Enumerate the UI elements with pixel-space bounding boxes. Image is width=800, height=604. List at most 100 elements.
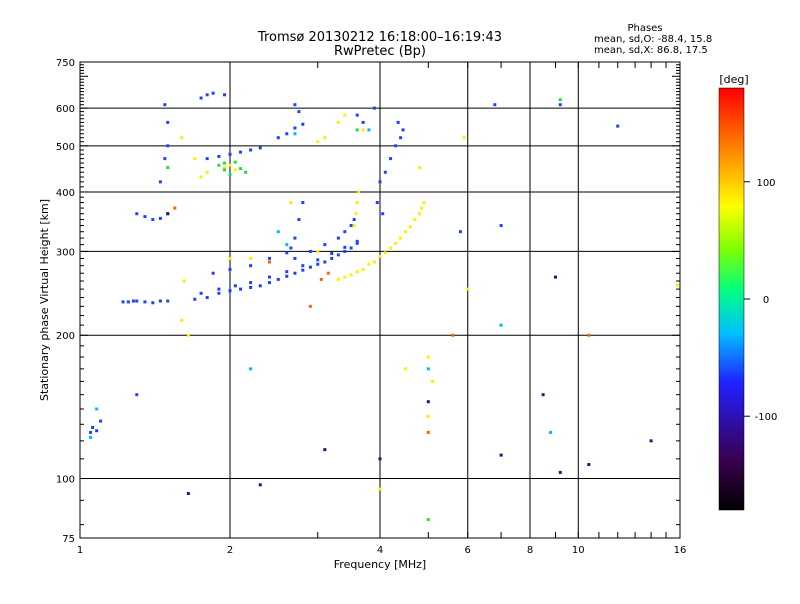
- data-point: [675, 283, 679, 287]
- data-point: [239, 287, 243, 291]
- data-point: [408, 225, 412, 229]
- data-point: [373, 106, 377, 110]
- data-point: [151, 301, 155, 305]
- data-point: [131, 299, 135, 303]
- data-point: [158, 299, 162, 303]
- data-point: [143, 300, 147, 304]
- data-point: [308, 265, 312, 269]
- data-point: [186, 333, 190, 337]
- data-point: [217, 154, 221, 158]
- data-point: [276, 136, 280, 140]
- x-tick-label: 4: [377, 545, 383, 556]
- colorbar-label: [deg]: [719, 73, 748, 86]
- data-point: [249, 281, 253, 285]
- data-point: [205, 157, 209, 161]
- data-point: [378, 254, 382, 258]
- data-point: [239, 150, 243, 154]
- data-point: [258, 284, 262, 288]
- data-point: [616, 124, 620, 128]
- data-point: [373, 260, 377, 264]
- data-point: [381, 212, 385, 216]
- data-point: [558, 98, 562, 102]
- data-point: [91, 425, 95, 429]
- data-point: [352, 218, 356, 222]
- data-point: [285, 274, 289, 278]
- data-point: [403, 230, 407, 234]
- data-point: [126, 300, 130, 304]
- data-point: [308, 304, 312, 308]
- phase-stats-line2: mean, sd,X: 86.8, 17.5: [594, 45, 708, 56]
- data-point: [121, 300, 125, 304]
- data-point: [228, 289, 232, 293]
- data-point: [394, 144, 398, 148]
- data-point: [186, 492, 190, 496]
- data-point: [223, 161, 227, 165]
- data-point: [173, 206, 177, 210]
- x-tick-label: 2: [227, 545, 233, 556]
- data-point: [399, 136, 403, 140]
- data-point: [426, 400, 430, 404]
- data-point: [343, 275, 347, 279]
- data-point: [558, 470, 562, 474]
- data-point: [293, 236, 297, 240]
- data-point: [301, 201, 305, 205]
- data-point: [349, 246, 353, 250]
- data-point: [587, 463, 591, 467]
- data-point: [367, 128, 371, 132]
- data-point: [89, 435, 93, 439]
- data-point: [431, 379, 435, 383]
- data-point: [323, 243, 327, 247]
- data-point: [301, 268, 305, 272]
- data-point: [316, 258, 320, 262]
- data-point: [158, 180, 162, 184]
- x-tick-label: 16: [674, 545, 687, 556]
- data-point: [349, 273, 353, 277]
- data-point: [383, 170, 387, 174]
- data-point: [422, 201, 426, 205]
- data-point: [403, 367, 407, 371]
- data-point: [361, 267, 365, 271]
- data-point: [223, 166, 227, 170]
- data-point: [343, 230, 347, 234]
- data-point: [316, 140, 320, 144]
- data-point: [166, 166, 170, 170]
- data-point: [389, 246, 393, 250]
- data-point: [285, 243, 289, 247]
- data-point: [301, 122, 305, 126]
- data-point: [401, 128, 405, 132]
- data-point: [249, 264, 253, 268]
- colorbar-tick-label: 100: [756, 178, 775, 189]
- data-point: [267, 256, 271, 260]
- y-tick-label: 500: [56, 142, 75, 153]
- data-point: [343, 249, 347, 253]
- data-points: [89, 91, 679, 522]
- data-point: [163, 157, 167, 161]
- y-tick-label: 100: [56, 475, 75, 486]
- data-point: [399, 236, 403, 240]
- data-point: [417, 166, 421, 170]
- data-point: [249, 256, 253, 260]
- data-point: [205, 296, 209, 300]
- data-point: [343, 245, 347, 249]
- data-point: [249, 148, 253, 152]
- data-point: [297, 110, 301, 114]
- data-point: [293, 256, 297, 260]
- data-point: [389, 157, 393, 161]
- data-point: [499, 453, 503, 457]
- data-point: [244, 170, 248, 174]
- data-point: [258, 146, 262, 150]
- data-point: [228, 163, 232, 167]
- data-point: [267, 260, 271, 264]
- data-point: [249, 285, 253, 289]
- data-point: [451, 333, 455, 337]
- data-point: [316, 262, 320, 266]
- data-point: [193, 297, 197, 301]
- y-tick-label: 400: [56, 188, 75, 199]
- data-point: [285, 251, 289, 255]
- data-point: [166, 212, 170, 216]
- data-point: [396, 120, 400, 124]
- data-point: [378, 180, 382, 184]
- phase-stats-title: Phases: [627, 23, 662, 34]
- data-point: [228, 152, 232, 156]
